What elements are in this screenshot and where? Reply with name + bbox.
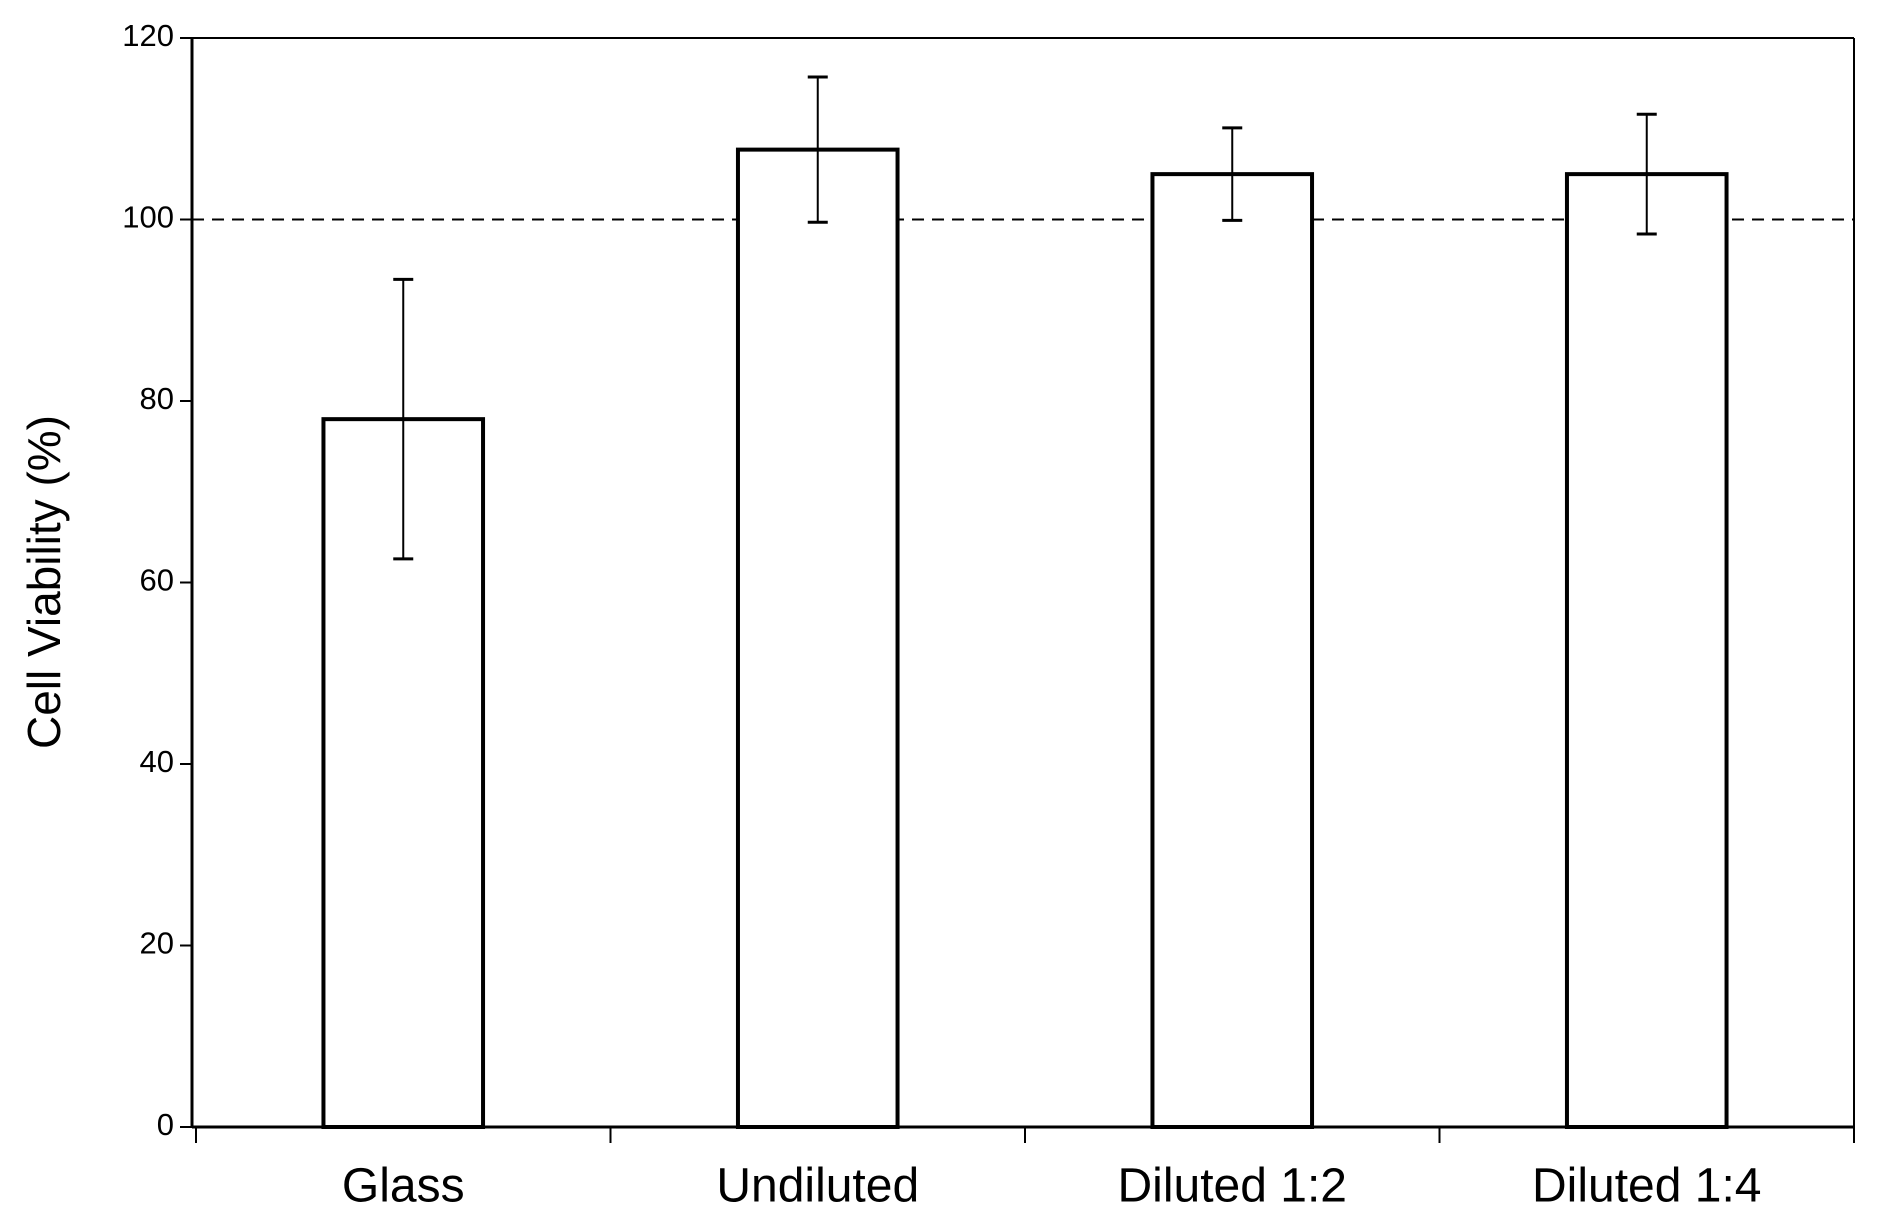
bar <box>735 147 900 1129</box>
y-tick-label: 120 <box>122 18 174 53</box>
y-tick-label: 40 <box>140 744 174 779</box>
x-tick-label: Diluted 1:2 <box>1118 1160 1347 1213</box>
y-tick-label: 60 <box>140 563 174 598</box>
y-tick-label: 80 <box>140 381 174 416</box>
y-tick-label: 0 <box>157 1107 174 1142</box>
bar <box>1150 172 1315 1129</box>
y-axis-label: Cell Viability (%) <box>18 415 70 749</box>
x-tick-label: Undiluted <box>716 1160 919 1213</box>
x-tick-label: Glass <box>342 1160 465 1213</box>
x-tick-label: Diluted 1:4 <box>1532 1160 1761 1213</box>
y-tick-label: 20 <box>140 926 174 961</box>
bar <box>1564 172 1729 1129</box>
y-tick-label: 100 <box>122 200 174 235</box>
